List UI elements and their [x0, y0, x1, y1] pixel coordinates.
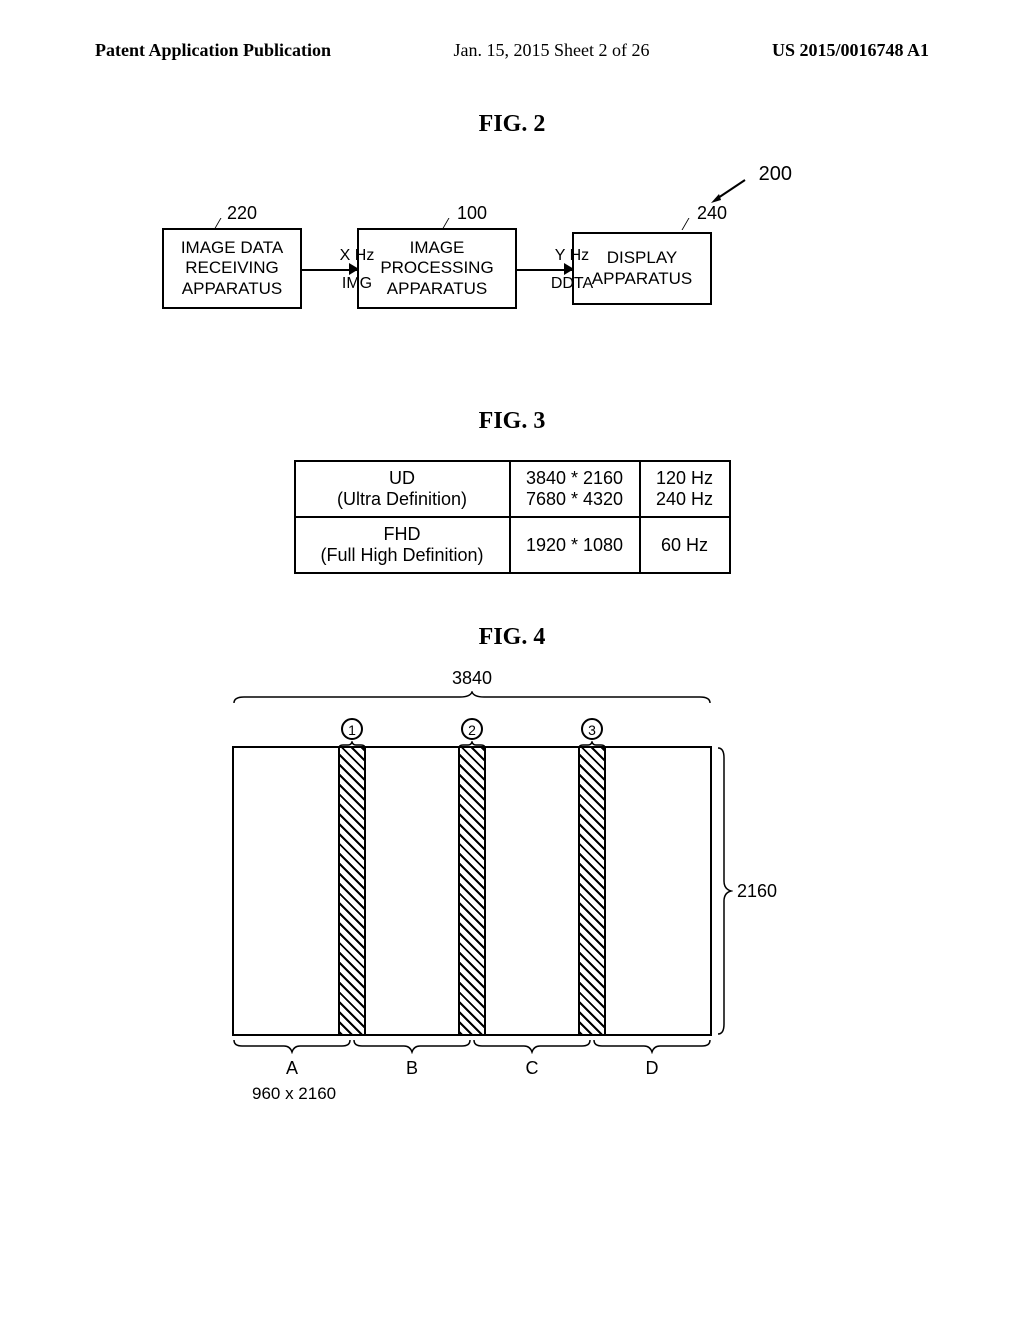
bottom-brace-a: [232, 1038, 352, 1054]
cell-ud-label: UD (Ultra Definition): [295, 461, 510, 517]
block-220-line2: RECEIVING: [174, 258, 290, 278]
conn1-bottom: IMG: [330, 275, 385, 293]
letter-c: C: [522, 1058, 542, 1079]
circle-1: 1: [341, 718, 363, 740]
fig3-table: UD (Ultra Definition) 3840 * 2160 7680 *…: [294, 460, 731, 574]
block-100: IMAGE PROCESSING APPARATUS: [357, 228, 517, 309]
header-left: Patent Application Publication: [95, 40, 331, 61]
fig3-title: FIG. 3: [0, 408, 1024, 435]
lead-arrow-200: [707, 178, 747, 203]
table-row: UD (Ultra Definition) 3840 * 2160 7680 *…: [295, 461, 730, 517]
header-center: Jan. 15, 2015 Sheet 2 of 26: [454, 40, 650, 61]
fig4-title: FIG. 4: [0, 624, 1024, 651]
fig2-title: FIG. 2: [0, 111, 1024, 138]
page-header: Patent Application Publication Jan. 15, …: [0, 0, 1024, 61]
bottom-brace-c: [472, 1038, 592, 1054]
cell-ud-freq: 120 Hz 240 Hz: [640, 461, 730, 517]
block-240-line2: APPARATUS: [584, 269, 700, 289]
block-240-line1: DISPLAY: [584, 248, 700, 268]
fig4-top-width: 3840: [232, 668, 712, 689]
bottom-brace-d: [592, 1038, 712, 1054]
cell-ud-res: 3840 * 2160 7680 * 4320: [510, 461, 640, 517]
bottom-brace-b: [352, 1038, 472, 1054]
block-240: DISPLAY APPARATUS: [572, 232, 712, 305]
top-brace: [232, 691, 712, 705]
letter-b: B: [402, 1058, 422, 1079]
cell-fhd-freq: 60 Hz: [640, 517, 730, 573]
block-220-line1: IMAGE DATA: [174, 238, 290, 258]
letter-a: A: [282, 1058, 302, 1079]
hatched-strip-2: [458, 746, 486, 1036]
fig4-right-height: 2160: [737, 881, 777, 902]
block-100-line1: IMAGE: [369, 238, 505, 258]
fig4-diagram: 3840 1 2 3 2160 A B C D 960 x 2160: [232, 696, 792, 1146]
block-100-line3: APPARATUS: [369, 279, 505, 299]
table-row: FHD (Full High Definition) 1920 * 1080 6…: [295, 517, 730, 573]
letter-d: D: [642, 1058, 662, 1079]
circle-2: 2: [461, 718, 483, 740]
hatched-strip-1: [338, 746, 366, 1036]
cell-fhd-label: FHD (Full High Definition): [295, 517, 510, 573]
right-brace: [715, 746, 733, 1036]
header-right: US 2015/0016748 A1: [772, 40, 929, 61]
block-220: IMAGE DATA RECEIVING APPARATUS: [162, 228, 302, 309]
block-220-line3: APPARATUS: [174, 279, 290, 299]
circle-3: 3: [581, 718, 603, 740]
bottom-dimension: 960 x 2160: [252, 1084, 336, 1104]
block-100-line2: PROCESSING: [369, 258, 505, 278]
fig2-blocks: IMAGE DATA RECEIVING APPARATUS X Hz IMG …: [162, 228, 712, 309]
fig2-diagram: 200 220 100 240 IMAGE DATA RECEIVING APP…: [162, 178, 862, 358]
ref-200: 200: [759, 163, 792, 186]
cell-fhd-res: 1920 * 1080: [510, 517, 640, 573]
hatched-strip-3: [578, 746, 606, 1036]
conn2-bottom: DDTA: [545, 275, 600, 293]
